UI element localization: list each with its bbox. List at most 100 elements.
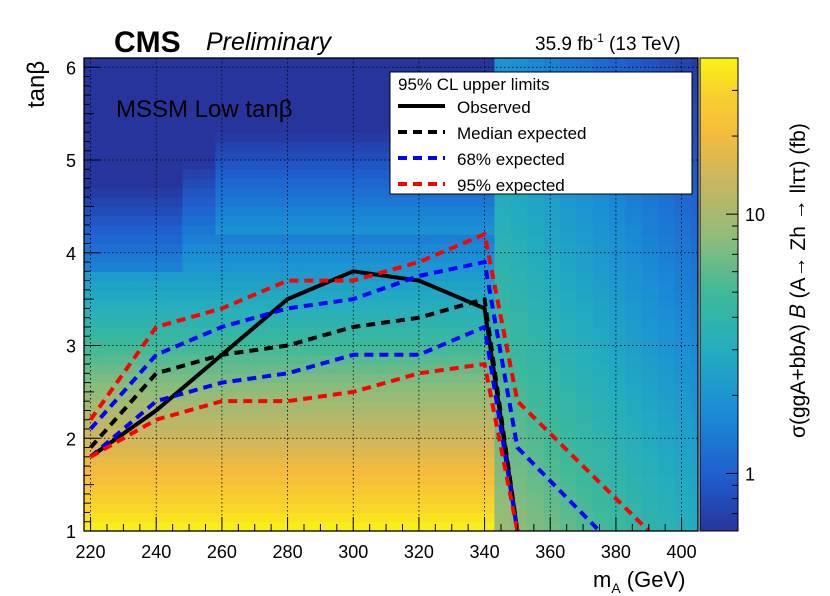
heatmap-cell bbox=[166, 438, 184, 449]
heatmap-cell bbox=[346, 58, 364, 68]
heatmap-cell bbox=[133, 113, 151, 124]
heatmap-cell bbox=[133, 160, 151, 170]
heatmap-cell bbox=[642, 373, 660, 384]
heatmap-cell bbox=[100, 58, 118, 68]
x-tick-label: 340 bbox=[470, 542, 500, 562]
heatmap-cell bbox=[395, 326, 413, 337]
heatmap-cell bbox=[560, 503, 578, 514]
heatmap-cell bbox=[297, 197, 315, 207]
heatmap-cell bbox=[363, 280, 381, 291]
heatmap-cell bbox=[363, 345, 381, 356]
heatmap-cell bbox=[297, 401, 315, 412]
heatmap-cell bbox=[691, 197, 698, 207]
heatmap-cell bbox=[313, 206, 331, 217]
heatmap-cell bbox=[609, 410, 627, 421]
heatmap-cell bbox=[510, 456, 528, 467]
heatmap-cell bbox=[116, 382, 134, 393]
heatmap-cell bbox=[691, 58, 698, 68]
heatmap-cell bbox=[84, 382, 102, 393]
heatmap-cell bbox=[691, 289, 698, 300]
heatmap-cell bbox=[166, 187, 184, 198]
heatmap-cell bbox=[133, 215, 151, 226]
heatmap-cell bbox=[625, 364, 643, 374]
heatmap-cell bbox=[149, 410, 167, 421]
heatmap-cell bbox=[84, 104, 102, 115]
heatmap-cell bbox=[149, 466, 167, 476]
heatmap-cell bbox=[592, 262, 610, 272]
heatmap-cell bbox=[116, 215, 134, 226]
heatmap-cell bbox=[527, 289, 545, 300]
heatmap-cell bbox=[84, 280, 102, 291]
heatmap-cell bbox=[264, 113, 282, 124]
heatmap-cell bbox=[248, 113, 266, 124]
heatmap-cell bbox=[445, 456, 463, 467]
heatmap-cell bbox=[412, 336, 430, 347]
heatmap-cell bbox=[215, 503, 233, 514]
heatmap-cell bbox=[297, 364, 315, 374]
heatmap-cell bbox=[149, 475, 167, 486]
heatmap-cell bbox=[691, 475, 698, 486]
heatmap-cell bbox=[691, 382, 698, 393]
heatmap-cell bbox=[510, 336, 528, 347]
heatmap-cell bbox=[231, 104, 249, 115]
heatmap-cell bbox=[166, 345, 184, 356]
heatmap-cell bbox=[198, 262, 216, 272]
heatmap-cell bbox=[428, 262, 446, 272]
heatmap-cell bbox=[543, 410, 561, 421]
heatmap-cell bbox=[691, 336, 698, 347]
heatmap-cell bbox=[100, 76, 118, 87]
heatmap-cell bbox=[625, 503, 643, 514]
heatmap-cell bbox=[494, 252, 512, 263]
heatmap-cell bbox=[281, 132, 299, 143]
heatmap-cell bbox=[313, 336, 331, 347]
heatmap-cell bbox=[609, 289, 627, 300]
heatmap-cell bbox=[379, 354, 397, 365]
heatmap-cell bbox=[330, 95, 348, 105]
x-axis-title-main: m bbox=[593, 567, 611, 592]
heatmap-cell bbox=[182, 317, 200, 328]
heatmap-cell bbox=[116, 391, 134, 402]
heatmap-cell bbox=[248, 466, 266, 476]
y-axis-title: tanβ bbox=[23, 61, 50, 108]
heatmap-cell bbox=[395, 206, 413, 217]
heatmap-cell bbox=[592, 271, 610, 282]
heatmap-cell bbox=[313, 512, 331, 523]
heatmap-cell bbox=[445, 475, 463, 486]
heatmap-cell bbox=[248, 419, 266, 430]
heatmap-cell bbox=[510, 271, 528, 282]
heatmap-cell bbox=[478, 475, 496, 486]
heatmap-cell bbox=[116, 401, 134, 412]
heatmap-cell bbox=[412, 345, 430, 356]
heatmap-cell bbox=[412, 234, 430, 245]
heatmap-cell bbox=[133, 271, 151, 282]
heatmap-cell bbox=[461, 410, 479, 421]
heatmap-cell bbox=[494, 410, 512, 421]
heatmap-cell bbox=[445, 224, 463, 235]
heatmap-cell bbox=[642, 382, 660, 393]
heatmap-cell bbox=[428, 373, 446, 384]
heatmap-cell bbox=[363, 160, 381, 170]
heatmap-cell bbox=[642, 262, 660, 272]
heatmap-cell bbox=[149, 104, 167, 115]
heatmap-cell bbox=[100, 169, 118, 180]
heatmap-cell bbox=[264, 187, 282, 198]
heatmap-cell bbox=[625, 234, 643, 245]
heatmap-cell bbox=[182, 456, 200, 467]
heatmap-cell bbox=[100, 187, 118, 198]
heatmap-cell bbox=[592, 391, 610, 402]
heatmap-cell bbox=[133, 206, 151, 217]
heatmap-cell bbox=[379, 456, 397, 467]
heatmap-cell bbox=[510, 401, 528, 412]
heatmap-cell bbox=[215, 438, 233, 449]
heatmap-cell bbox=[445, 410, 463, 421]
heatmap-cell bbox=[84, 113, 102, 124]
heatmap-cell bbox=[412, 280, 430, 291]
heatmap-cell bbox=[116, 326, 134, 337]
heatmap-cell bbox=[313, 484, 331, 495]
heatmap-cell bbox=[527, 364, 545, 374]
heatmap-cell bbox=[395, 58, 413, 68]
heatmap-cell bbox=[395, 336, 413, 347]
heatmap-cell bbox=[527, 224, 545, 235]
heatmap-cell bbox=[363, 206, 381, 217]
